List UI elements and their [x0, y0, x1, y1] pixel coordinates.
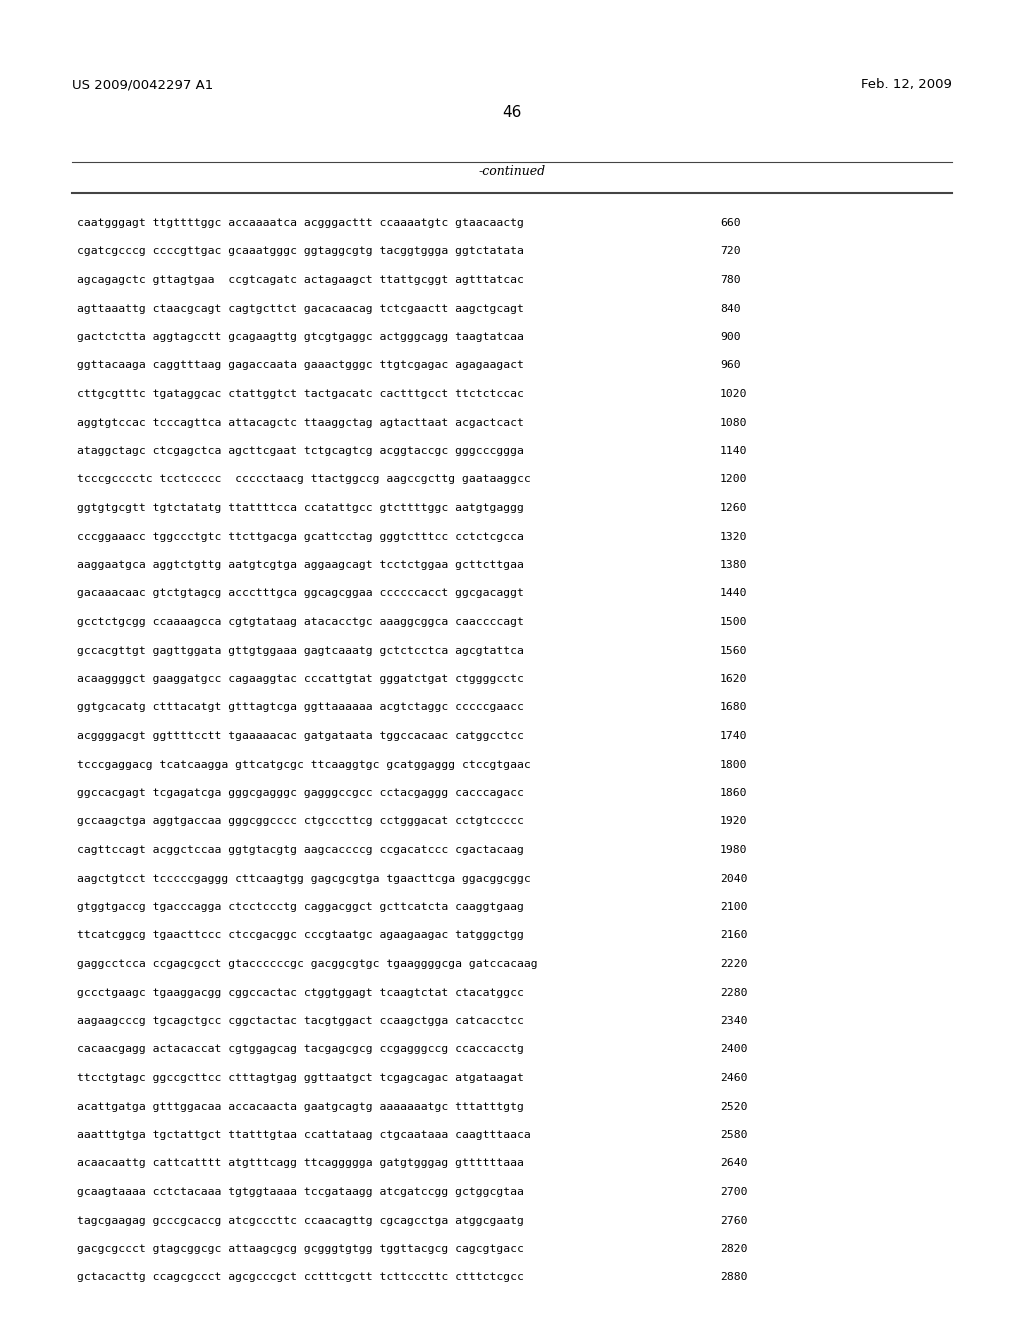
- Text: aggtgtccac tcccagttca attacagctc ttaaggctag agtacttaat acgactcact: aggtgtccac tcccagttca attacagctc ttaaggc…: [77, 417, 524, 428]
- Text: acaaggggct gaaggatgcc cagaaggtac cccattgtat gggatctgat ctggggcctc: acaaggggct gaaggatgcc cagaaggtac cccattg…: [77, 675, 524, 684]
- Text: tcccgcccctc tcctccccc  ccccctaacg ttactggccg aagccgcttg gaataaggcc: tcccgcccctc tcctccccc ccccctaacg ttactgg…: [77, 474, 530, 484]
- Text: gaggcctcca ccgagcgcct gtaccccccgc gacggcgtgc tgaaggggcga gatccacaag: gaggcctcca ccgagcgcct gtaccccccgc gacggc…: [77, 960, 538, 969]
- Text: 840: 840: [720, 304, 740, 314]
- Text: cttgcgtttc tgataggcac ctattggtct tactgacatc cactttgcct ttctctccac: cttgcgtttc tgataggcac ctattggtct tactgac…: [77, 389, 524, 399]
- Text: gctacacttg ccagcgccct agcgcccgct cctttcgctt tcttcccttc ctttctcgcc: gctacacttg ccagcgccct agcgcccgct cctttcg…: [77, 1272, 524, 1283]
- Text: aagctgtcct tcccccgaggg cttcaagtgg gagcgcgtga tgaacttcga ggacggcggc: aagctgtcct tcccccgaggg cttcaagtgg gagcgc…: [77, 874, 530, 883]
- Text: 2820: 2820: [720, 1243, 748, 1254]
- Text: 1560: 1560: [720, 645, 748, 656]
- Text: acattgatga gtttggacaa accacaacta gaatgcagtg aaaaaaatgc tttatttgtg: acattgatga gtttggacaa accacaacta gaatgca…: [77, 1101, 524, 1111]
- Text: aaatttgtga tgctattgct ttatttgtaa ccattataag ctgcaataaa caagtttaaca: aaatttgtga tgctattgct ttatttgtaa ccattat…: [77, 1130, 530, 1140]
- Text: 2460: 2460: [720, 1073, 748, 1082]
- Text: 2760: 2760: [720, 1216, 748, 1225]
- Text: 1380: 1380: [720, 560, 748, 570]
- Text: 1620: 1620: [720, 675, 748, 684]
- Text: 1500: 1500: [720, 616, 748, 627]
- Text: 2220: 2220: [720, 960, 748, 969]
- Text: 2880: 2880: [720, 1272, 748, 1283]
- Text: tagcgaagag gcccgcaccg atcgcccttc ccaacagttg cgcagcctga atggcgaatg: tagcgaagag gcccgcaccg atcgcccttc ccaacag…: [77, 1216, 524, 1225]
- Text: 720: 720: [720, 247, 740, 256]
- Text: ggccacgagt tcgagatcga gggcgagggc gagggccgcc cctacgaggg cacccagacc: ggccacgagt tcgagatcga gggcgagggc gagggcc…: [77, 788, 524, 799]
- Text: 46: 46: [503, 106, 521, 120]
- Text: 2340: 2340: [720, 1016, 748, 1026]
- Text: 1440: 1440: [720, 589, 748, 598]
- Text: 1800: 1800: [720, 759, 748, 770]
- Text: 900: 900: [720, 333, 740, 342]
- Text: 960: 960: [720, 360, 740, 371]
- Text: gccaagctga aggtgaccaa gggcggcccc ctgcccttcg cctgggacat cctgtccccc: gccaagctga aggtgaccaa gggcggcccc ctgccct…: [77, 817, 524, 826]
- Text: cagttccagt acggctccaa ggtgtacgtg aagcaccccg ccgacatccc cgactacaag: cagttccagt acggctccaa ggtgtacgtg aagcacc…: [77, 845, 524, 855]
- Text: -continued: -continued: [478, 165, 546, 178]
- Text: tcccgaggacg tcatcaagga gttcatgcgc ttcaaggtgc gcatggaggg ctccgtgaac: tcccgaggacg tcatcaagga gttcatgcgc ttcaag…: [77, 759, 530, 770]
- Text: 1320: 1320: [720, 532, 748, 541]
- Text: 1740: 1740: [720, 731, 748, 741]
- Text: 1680: 1680: [720, 702, 748, 713]
- Text: 1200: 1200: [720, 474, 748, 484]
- Text: cccggaaacc tggccctgtc ttcttgacga gcattcctag gggtctttcc cctctcgcca: cccggaaacc tggccctgtc ttcttgacga gcattcc…: [77, 532, 524, 541]
- Text: 2280: 2280: [720, 987, 748, 998]
- Text: 2400: 2400: [720, 1044, 748, 1055]
- Text: agttaaattg ctaacgcagt cagtgcttct gacacaacag tctcgaactt aagctgcagt: agttaaattg ctaacgcagt cagtgcttct gacacaa…: [77, 304, 524, 314]
- Text: 2580: 2580: [720, 1130, 748, 1140]
- Text: 2520: 2520: [720, 1101, 748, 1111]
- Text: ttcctgtagc ggccgcttcc ctttagtgag ggttaatgct tcgagcagac atgataagat: ttcctgtagc ggccgcttcc ctttagtgag ggttaat…: [77, 1073, 524, 1082]
- Text: 1980: 1980: [720, 845, 748, 855]
- Text: 2640: 2640: [720, 1159, 748, 1168]
- Text: 2700: 2700: [720, 1187, 748, 1197]
- Text: Feb. 12, 2009: Feb. 12, 2009: [861, 78, 952, 91]
- Text: cgatcgcccg ccccgttgac gcaaatgggc ggtaggcgtg tacggtggga ggtctatata: cgatcgcccg ccccgttgac gcaaatgggc ggtaggc…: [77, 247, 524, 256]
- Text: agcagagctc gttagtgaa  ccgtcagatc actagaagct ttattgcggt agtttatcac: agcagagctc gttagtgaa ccgtcagatc actagaag…: [77, 275, 524, 285]
- Text: 2100: 2100: [720, 902, 748, 912]
- Text: ggttacaaga caggtttaag gagaccaata gaaactgggc ttgtcgagac agagaagact: ggttacaaga caggtttaag gagaccaata gaaactg…: [77, 360, 524, 371]
- Text: ttcatcggcg tgaacttccc ctccgacggc cccgtaatgc agaagaagac tatgggctgg: ttcatcggcg tgaacttccc ctccgacggc cccgtaa…: [77, 931, 524, 940]
- Text: 2160: 2160: [720, 931, 748, 940]
- Text: gacaaacaac gtctgtagcg accctttgca ggcagcggaa ccccccacct ggcgacaggt: gacaaacaac gtctgtagcg accctttgca ggcagcg…: [77, 589, 524, 598]
- Text: gccacgttgt gagttggata gttgtggaaa gagtcaaatg gctctcctca agcgtattca: gccacgttgt gagttggata gttgtggaaa gagtcaa…: [77, 645, 524, 656]
- Text: 660: 660: [720, 218, 740, 228]
- Text: US 2009/0042297 A1: US 2009/0042297 A1: [72, 78, 213, 91]
- Text: ataggctagc ctcgagctca agcttcgaat tctgcagtcg acggtaccgc gggcccggga: ataggctagc ctcgagctca agcttcgaat tctgcag…: [77, 446, 524, 455]
- Text: ggtgcacatg ctttacatgt gtttagtcga ggttaaaaaa acgtctaggc cccccgaacc: ggtgcacatg ctttacatgt gtttagtcga ggttaaa…: [77, 702, 524, 713]
- Text: acaacaattg cattcatttt atgtttcagg ttcaggggga gatgtgggag gttttttaaa: acaacaattg cattcatttt atgtttcagg ttcaggg…: [77, 1159, 524, 1168]
- Text: 1140: 1140: [720, 446, 748, 455]
- Text: aagaagcccg tgcagctgcc cggctactac tacgtggact ccaagctgga catcacctcc: aagaagcccg tgcagctgcc cggctactac tacgtgg…: [77, 1016, 524, 1026]
- Text: gacgcgccct gtagcggcgc attaagcgcg gcgggtgtgg tggttacgcg cagcgtgacc: gacgcgccct gtagcggcgc attaagcgcg gcgggtg…: [77, 1243, 524, 1254]
- Text: 780: 780: [720, 275, 740, 285]
- Text: 2040: 2040: [720, 874, 748, 883]
- Text: caatgggagt ttgttttggc accaaaatca acgggacttt ccaaaatgtc gtaacaactg: caatgggagt ttgttttggc accaaaatca acgggac…: [77, 218, 524, 228]
- Text: 1080: 1080: [720, 417, 748, 428]
- Text: gtggtgaccg tgacccagga ctcctccctg caggacggct gcttcatcta caaggtgaag: gtggtgaccg tgacccagga ctcctccctg caggacg…: [77, 902, 524, 912]
- Text: 1920: 1920: [720, 817, 748, 826]
- Text: gcctctgcgg ccaaaagcca cgtgtataag atacacctgc aaaggcggca caaccccagt: gcctctgcgg ccaaaagcca cgtgtataag atacacc…: [77, 616, 524, 627]
- Text: aaggaatgca aggtctgttg aatgtcgtga aggaagcagt tcctctggaa gcttcttgaa: aaggaatgca aggtctgttg aatgtcgtga aggaagc…: [77, 560, 524, 570]
- Text: gcaagtaaaa cctctacaaa tgtggtaaaa tccgataagg atcgatccgg gctggcgtaa: gcaagtaaaa cctctacaaa tgtggtaaaa tccgata…: [77, 1187, 524, 1197]
- Text: 1260: 1260: [720, 503, 748, 513]
- Text: acggggacgt ggttttcctt tgaaaaacac gatgataata tggccacaac catggcctcc: acggggacgt ggttttcctt tgaaaaacac gatgata…: [77, 731, 524, 741]
- Text: gactctctta aggtagcctt gcagaagttg gtcgtgaggc actgggcagg taagtatcaa: gactctctta aggtagcctt gcagaagttg gtcgtga…: [77, 333, 524, 342]
- Text: cacaacgagg actacaccat cgtggagcag tacgagcgcg ccgagggccg ccaccacctg: cacaacgagg actacaccat cgtggagcag tacgagc…: [77, 1044, 524, 1055]
- Text: 1020: 1020: [720, 389, 748, 399]
- Text: gccctgaagc tgaaggacgg cggccactac ctggtggagt tcaagtctat ctacatggcc: gccctgaagc tgaaggacgg cggccactac ctggtgg…: [77, 987, 524, 998]
- Text: ggtgtgcgtt tgtctatatg ttattttcca ccatattgcc gtcttttggc aatgtgaggg: ggtgtgcgtt tgtctatatg ttattttcca ccatatt…: [77, 503, 524, 513]
- Text: 1860: 1860: [720, 788, 748, 799]
